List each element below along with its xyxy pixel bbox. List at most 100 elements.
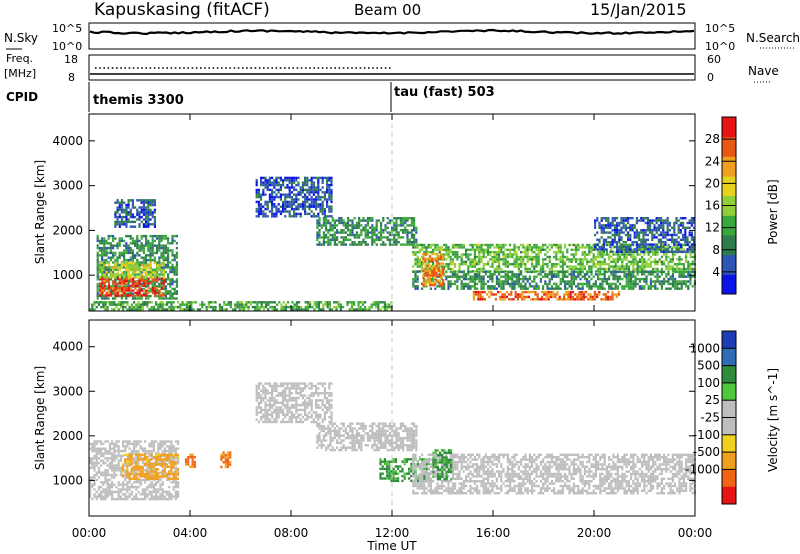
data-cell bbox=[269, 305, 272, 309]
data-cell bbox=[142, 292, 145, 295]
data-cell bbox=[221, 305, 224, 309]
data-cell bbox=[482, 285, 485, 288]
data-cell bbox=[116, 275, 119, 279]
data-cell bbox=[304, 188, 307, 192]
data-cell bbox=[682, 267, 685, 271]
data-cell bbox=[537, 253, 540, 256]
data-cell bbox=[114, 294, 117, 297]
data-cell bbox=[157, 452, 160, 455]
data-cell bbox=[548, 287, 551, 290]
data-cell bbox=[175, 263, 178, 267]
nave-tick-bottom: 0 bbox=[707, 71, 714, 84]
data-cell bbox=[158, 261, 161, 264]
data-cell bbox=[682, 224, 685, 227]
data-cell bbox=[136, 242, 139, 245]
data-cell bbox=[663, 270, 666, 274]
data-cell bbox=[569, 298, 572, 301]
data-cell bbox=[102, 447, 105, 450]
data-cell bbox=[596, 243, 599, 246]
data-cell bbox=[138, 223, 141, 226]
data-cell bbox=[156, 290, 159, 293]
data-cell bbox=[366, 219, 369, 222]
data-cell bbox=[688, 226, 691, 229]
data-cell bbox=[95, 454, 98, 458]
data-cell bbox=[116, 266, 119, 269]
data-cell bbox=[499, 295, 502, 299]
data-cell bbox=[147, 287, 150, 290]
data-cell bbox=[126, 440, 129, 443]
data-cell bbox=[653, 229, 656, 232]
data-cell bbox=[546, 273, 549, 276]
data-cell bbox=[312, 200, 315, 204]
data-cell bbox=[275, 193, 278, 196]
data-cell bbox=[515, 273, 518, 276]
data-cell bbox=[454, 265, 457, 268]
data-cell bbox=[116, 277, 119, 280]
data-cell bbox=[537, 273, 540, 276]
data-cell bbox=[544, 275, 547, 278]
data-cell bbox=[175, 251, 178, 255]
data-cell bbox=[520, 260, 523, 263]
data-cell bbox=[410, 241, 413, 244]
data-cell bbox=[318, 243, 321, 246]
data-cell bbox=[114, 289, 117, 292]
data-cell bbox=[282, 207, 285, 211]
data-cell bbox=[129, 277, 133, 280]
data-cell bbox=[243, 308, 246, 311]
data-cell bbox=[122, 440, 125, 443]
data-cell bbox=[630, 263, 633, 266]
data-cell bbox=[156, 266, 159, 269]
data-cell bbox=[174, 449, 177, 453]
data-cell bbox=[682, 217, 685, 220]
data-cell bbox=[149, 201, 152, 204]
velocity-data bbox=[89, 320, 696, 516]
data-cell bbox=[654, 285, 657, 288]
data-cell bbox=[304, 205, 307, 208]
data-cell bbox=[136, 261, 139, 264]
data-cell bbox=[257, 191, 260, 194]
data-cell bbox=[346, 301, 349, 304]
data-cell bbox=[150, 301, 153, 304]
data-cell bbox=[590, 265, 593, 268]
data-cell bbox=[167, 275, 170, 279]
data-cell bbox=[480, 277, 483, 281]
data-cell bbox=[375, 238, 378, 241]
data-cell bbox=[660, 245, 663, 249]
data-cell bbox=[535, 248, 538, 251]
data-cell bbox=[511, 280, 514, 283]
data-cell bbox=[141, 303, 144, 306]
data-cell bbox=[563, 298, 566, 301]
data-cell bbox=[632, 270, 635, 274]
data-cell bbox=[375, 303, 378, 306]
data-cell bbox=[377, 219, 380, 222]
data-cell bbox=[113, 445, 116, 448]
data-cell bbox=[671, 267, 674, 271]
data-cell bbox=[138, 215, 141, 219]
data-cell bbox=[114, 278, 117, 281]
data-cell bbox=[498, 248, 501, 251]
data-cell bbox=[660, 219, 663, 222]
data-cell bbox=[170, 308, 173, 311]
data-cell bbox=[509, 263, 512, 266]
data-cell bbox=[600, 231, 603, 234]
data-cell bbox=[646, 243, 649, 246]
data-cell bbox=[121, 279, 124, 283]
data-cell bbox=[249, 301, 252, 304]
data-cell bbox=[185, 308, 188, 311]
data-cell bbox=[147, 213, 150, 216]
data-cell bbox=[301, 195, 304, 199]
data-cell bbox=[140, 244, 143, 247]
data-cell bbox=[535, 265, 538, 268]
data-cell bbox=[627, 221, 630, 225]
data-cell bbox=[326, 188, 329, 192]
data-cell bbox=[597, 270, 600, 273]
data-cell bbox=[498, 285, 501, 288]
data-cell bbox=[266, 203, 269, 206]
data-cell bbox=[123, 285, 126, 288]
data-cell bbox=[514, 290, 517, 294]
data-cell bbox=[395, 231, 398, 234]
data-cell bbox=[380, 236, 383, 239]
data-cell bbox=[564, 282, 567, 286]
data-cell bbox=[533, 287, 536, 290]
data-cell bbox=[135, 440, 138, 443]
